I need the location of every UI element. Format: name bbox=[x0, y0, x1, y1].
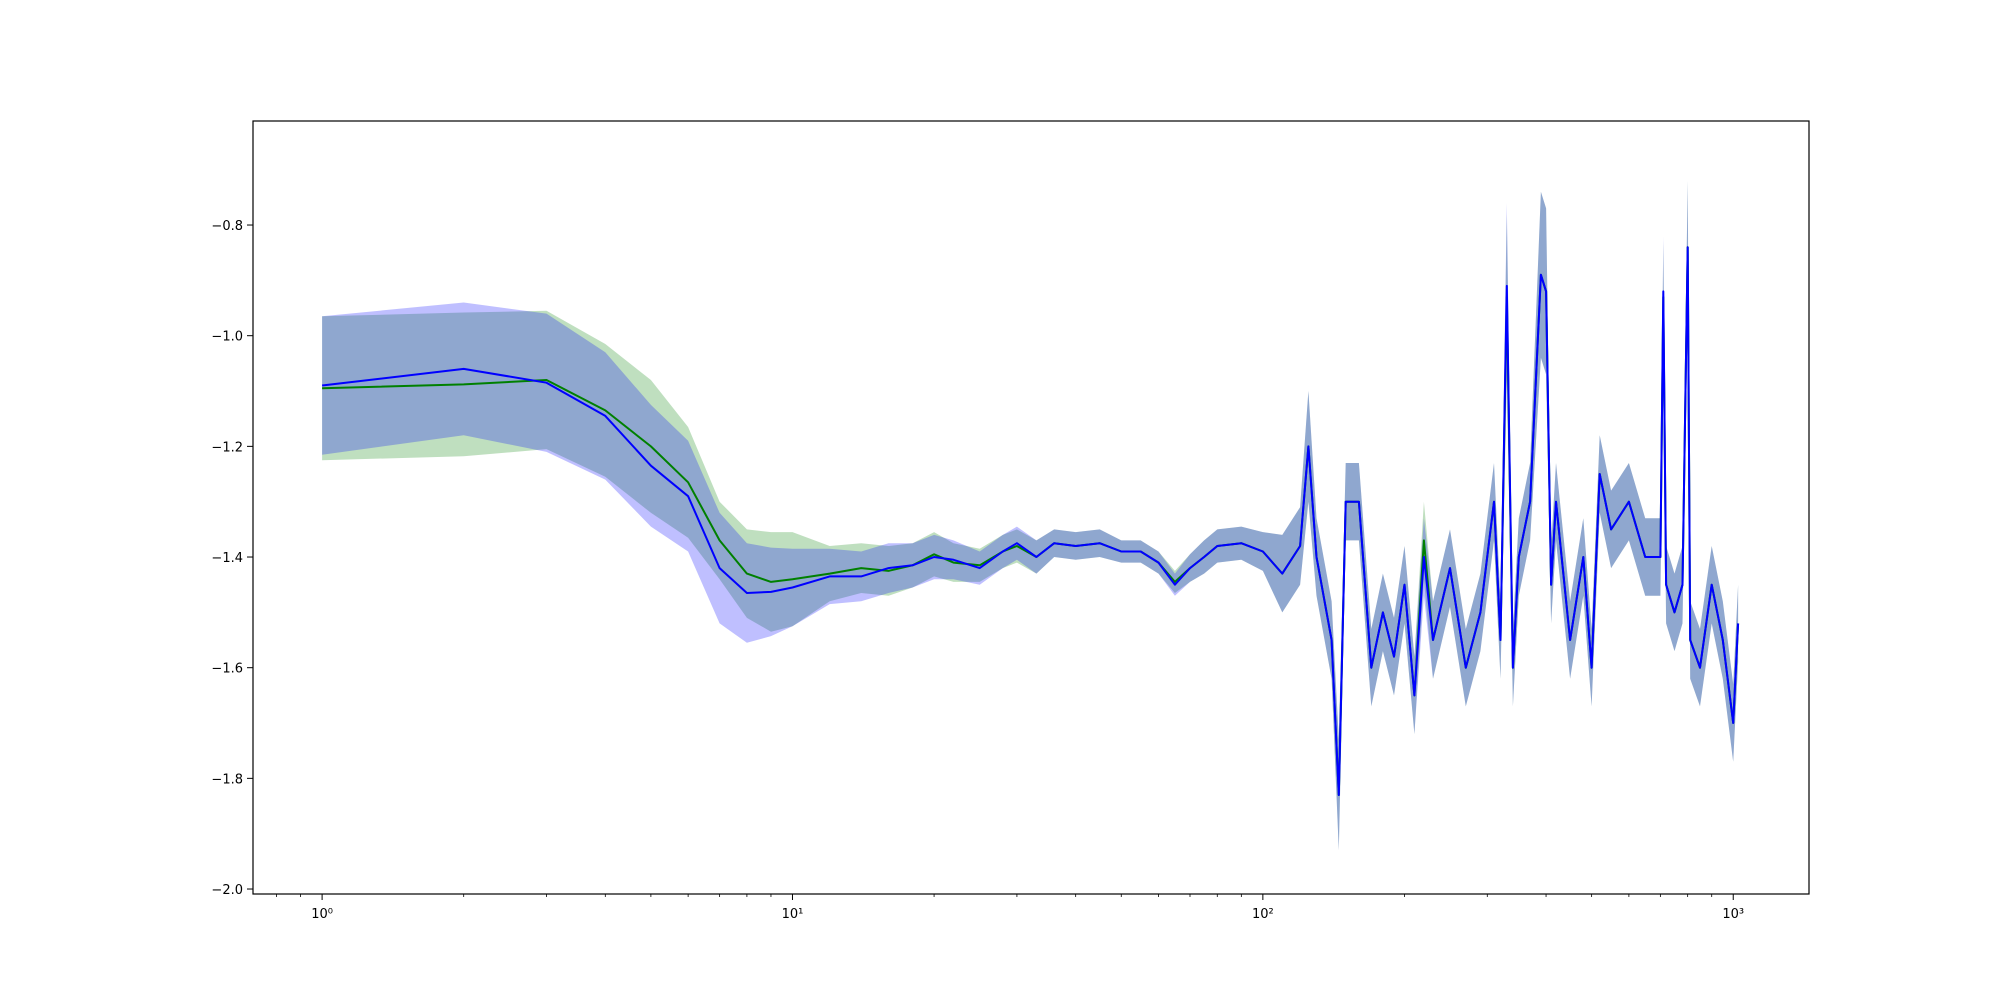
y-tick-label: −1.8 bbox=[211, 772, 243, 787]
y-tick-label: −1.6 bbox=[211, 662, 243, 677]
y-tick-label: −1.0 bbox=[211, 330, 243, 345]
axes-frame bbox=[252, 120, 1810, 895]
y-tick-label: −1.2 bbox=[211, 440, 243, 455]
y-tick-label: −0.8 bbox=[211, 219, 243, 234]
x-tick-label: 10¹ bbox=[782, 907, 804, 922]
x-tick-label: 10⁰ bbox=[311, 907, 333, 922]
series-line bbox=[321, 246, 1740, 796]
x-tick-label: 10² bbox=[1252, 907, 1274, 922]
y-tick-label: −2.0 bbox=[211, 883, 243, 898]
x-tick-label: 10³ bbox=[1722, 907, 1744, 922]
plot-area bbox=[321, 180, 1740, 851]
y-tick-label: −1.4 bbox=[211, 551, 243, 566]
